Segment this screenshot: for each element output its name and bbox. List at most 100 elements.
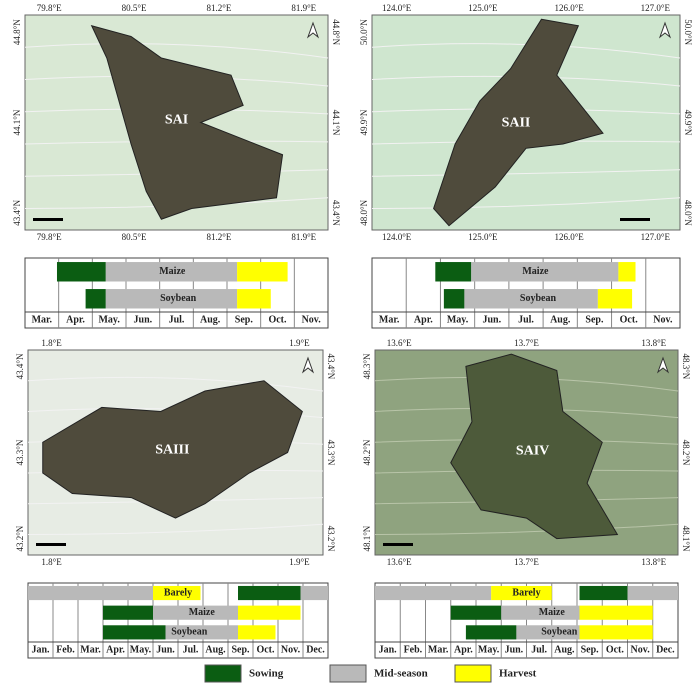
- phase-bar: [465, 625, 517, 640]
- lon-label: 80.5°E: [122, 232, 147, 242]
- study-area: [450, 353, 619, 540]
- lon-label: 126.0°E: [554, 3, 584, 13]
- crop-label: Barely: [512, 587, 540, 598]
- phase-bar: [443, 289, 465, 309]
- study-area: [90, 24, 284, 220]
- month-label: May.: [130, 644, 152, 655]
- lon-label: 13.8°E: [641, 338, 666, 348]
- phase-bar: [464, 289, 598, 309]
- scale-bar: [36, 543, 66, 546]
- month-label: Dec.: [656, 644, 675, 655]
- lon-label: 126.0°E: [554, 232, 584, 242]
- month-label: May.: [98, 314, 120, 325]
- month-label: Dec.: [306, 644, 325, 655]
- month-label: Oct.: [606, 644, 625, 655]
- lat-label: 43.2°N: [326, 526, 336, 552]
- month-label: Aug.: [550, 314, 571, 325]
- lat-label: 48.0°N: [359, 199, 369, 225]
- month-label: Nov.: [281, 644, 301, 655]
- crop-label: Soybean: [520, 293, 557, 304]
- crop-label: Maize: [189, 607, 216, 618]
- phase-bar: [579, 625, 653, 640]
- lon-label: 13.7°E: [514, 338, 539, 348]
- lon-label: 127.0°E: [641, 232, 671, 242]
- lat-label: 50.0°N: [683, 19, 693, 45]
- month-label: Oct.: [620, 314, 639, 325]
- month-label: May.: [478, 644, 500, 655]
- lat-label: 49.9°N: [683, 110, 693, 136]
- legend-swatch: [329, 664, 367, 683]
- study-area: [433, 18, 604, 227]
- month-label: Apr.: [106, 644, 125, 655]
- phase-bar: [28, 585, 153, 601]
- month-label: Jan.: [379, 644, 398, 655]
- legend-swatch: [454, 664, 492, 683]
- phase-bar: [501, 605, 580, 620]
- month-label: Apr.: [414, 314, 433, 325]
- lat-label: 43.3°N: [326, 440, 336, 466]
- road: [371, 169, 681, 177]
- lat-label: 44.8°N: [12, 19, 22, 45]
- lon-label: 79.8°E: [37, 3, 62, 13]
- month-label: Jan.: [31, 644, 50, 655]
- month-label: Mar.: [428, 644, 449, 655]
- month-label: Jul.: [169, 314, 185, 325]
- lon-label: 13.6°E: [387, 338, 412, 348]
- month-label: Apr.: [66, 314, 85, 325]
- lat-label: 43.4°N: [12, 199, 22, 225]
- phase-bar: [300, 585, 328, 601]
- lon-label: 1.8°E: [41, 338, 62, 348]
- crop-label: Maize: [539, 607, 566, 618]
- study-area: [42, 380, 303, 519]
- month-label: Jun.: [505, 644, 524, 655]
- lat-label: 44.1°N: [331, 110, 341, 136]
- area-label: SAI: [165, 113, 188, 128]
- phase-bar: [237, 262, 288, 282]
- phase-bar: [597, 289, 633, 309]
- scale-bar: [383, 543, 413, 546]
- phase-bar: [105, 262, 238, 282]
- month-label: May.: [447, 314, 469, 325]
- crop-label: Soybean: [171, 627, 208, 638]
- lat-label: 48.1°N: [362, 525, 372, 551]
- month-label: Sep.: [581, 644, 600, 655]
- month-label: Oct.: [256, 644, 275, 655]
- lat-label: 48.1°N: [681, 526, 691, 552]
- lat-label: 43.4°N: [326, 353, 336, 379]
- lon-label: 81.9°E: [291, 3, 316, 13]
- road: [24, 43, 329, 59]
- month-label: Jun.: [134, 314, 153, 325]
- lon-label: 13.7°E: [514, 557, 539, 567]
- month-label: Aug.: [200, 314, 221, 325]
- scale-bar: [620, 218, 650, 221]
- road: [27, 376, 324, 392]
- phase-bar: [491, 585, 552, 601]
- month-label: Jul.: [518, 314, 534, 325]
- phase-bar: [471, 262, 619, 282]
- month-label: Sep.: [231, 644, 250, 655]
- lon-label: 80.5°E: [122, 3, 147, 13]
- month-label: Jun.: [156, 644, 175, 655]
- lon-label: 79.8°E: [37, 232, 62, 242]
- month-label: Nov.: [631, 644, 651, 655]
- phase-bar: [85, 289, 106, 309]
- month-label: Sep.: [585, 314, 604, 325]
- month-label: Feb.: [404, 644, 423, 655]
- phase-bar: [103, 625, 166, 640]
- lat-label: 48.3°N: [362, 353, 372, 379]
- phase-bar: [516, 625, 580, 640]
- lat-label: 49.9°N: [359, 109, 369, 135]
- month-label: Feb.: [56, 644, 75, 655]
- month-label: Nov.: [653, 314, 673, 325]
- lon-label: 13.8°E: [641, 557, 666, 567]
- legend-label: Sowing: [249, 668, 284, 680]
- area-label: SAIII: [155, 443, 189, 458]
- lon-label: 81.9°E: [291, 232, 316, 242]
- lat-label: 43.4°N: [15, 353, 25, 379]
- lat-label: 48.2°N: [681, 440, 691, 466]
- crop-label: Soybean: [541, 627, 578, 638]
- phase-bar: [238, 605, 301, 620]
- phase-bar: [450, 605, 502, 620]
- area-label: SAIV: [516, 443, 549, 458]
- road: [27, 523, 324, 535]
